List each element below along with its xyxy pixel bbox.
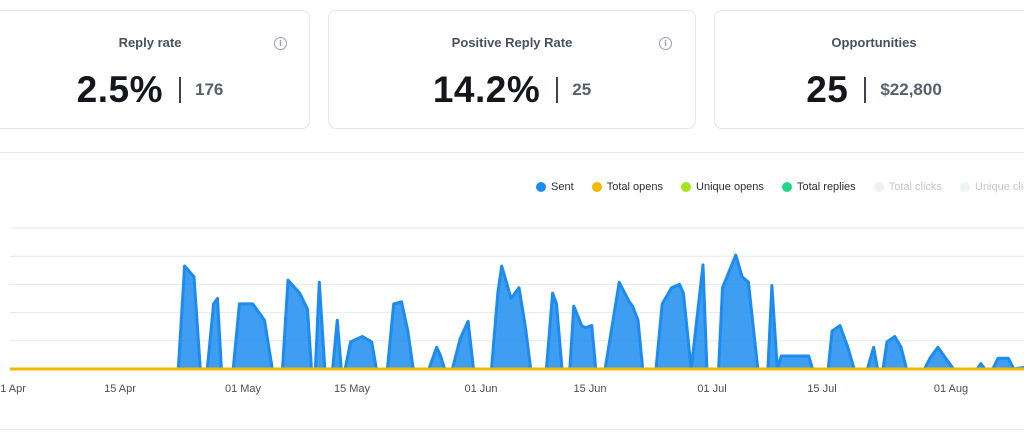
legend-item-unique-opens[interactable]: Unique opens [681, 181, 764, 193]
metric-divider [864, 77, 867, 103]
legend-label: Total opens [606, 181, 663, 193]
x-tick-label: 01 Jul [697, 383, 726, 395]
x-tick-label: 01 May [225, 383, 262, 395]
metric-value: 25 [806, 69, 849, 110]
x-tick-label: 01 Apr [0, 383, 26, 395]
legend-dot [681, 182, 692, 192]
legend-label: Unique clicks [975, 181, 1024, 193]
metric-divider [178, 77, 181, 103]
metric-value: 14.2% [432, 69, 541, 110]
legend-item-unique-clicks[interactable]: Unique clicks [960, 181, 1024, 193]
metric-divider [556, 77, 559, 103]
x-tick-label: 01 Jun [464, 383, 497, 395]
legend-dot [781, 182, 792, 192]
metric-card-opportunities: Opportunities 25 $22,800 [714, 10, 1024, 129]
metric-subvalue: $22,800 [880, 80, 942, 99]
legend-item-total-opens[interactable]: Total opens [591, 181, 663, 193]
metric-card-reply-rate: Reply rate i 2.5% 176 [0, 10, 310, 129]
x-tick-label: 15 Jun [573, 383, 606, 395]
legend-label: Sent [551, 181, 574, 193]
x-tick-label: 15 May [334, 383, 371, 395]
metric-row: 14.2% 25 [329, 69, 695, 111]
metric-row: 2.5% 176 [0, 69, 309, 111]
chart-legend: Sent Total opens Unique opens Total repl… [536, 181, 1024, 195]
legend-dot [536, 182, 546, 192]
card-title: Opportunities [831, 35, 917, 50]
metric-value: 2.5% [76, 69, 163, 110]
info-icon[interactable]: i [274, 37, 287, 50]
legend-item-sent[interactable]: Sent [536, 181, 574, 193]
card-title: Positive Reply Rate [451, 35, 573, 50]
legend-dot [591, 182, 602, 192]
info-icon[interactable]: i [659, 37, 672, 50]
metric-subvalue: 25 [572, 80, 592, 99]
legend-label: Total clicks [888, 181, 942, 193]
x-tick-label: 15 Apr [104, 383, 136, 395]
legend-item-total-replies[interactable]: Total replies [781, 181, 856, 193]
x-tick-label: 15 Jul [807, 383, 836, 395]
chart-panel [0, 152, 1024, 430]
card-title: Reply rate [118, 35, 182, 50]
legend-item-total-clicks[interactable]: Total clicks [873, 181, 942, 193]
x-tick-label: 01 Aug [934, 383, 968, 395]
legend-label: Total replies [796, 181, 856, 193]
metric-subvalue: 176 [194, 80, 224, 99]
legend-label: Unique opens [696, 181, 764, 193]
series-sent-line [10, 253, 1024, 371]
legend-dot [873, 182, 884, 192]
metric-card-positive-reply-rate: Positive Reply Rate i 14.2% 25 [328, 10, 696, 129]
metric-row: 25 $22,800 [715, 69, 1024, 111]
legend-dot [960, 182, 970, 192]
